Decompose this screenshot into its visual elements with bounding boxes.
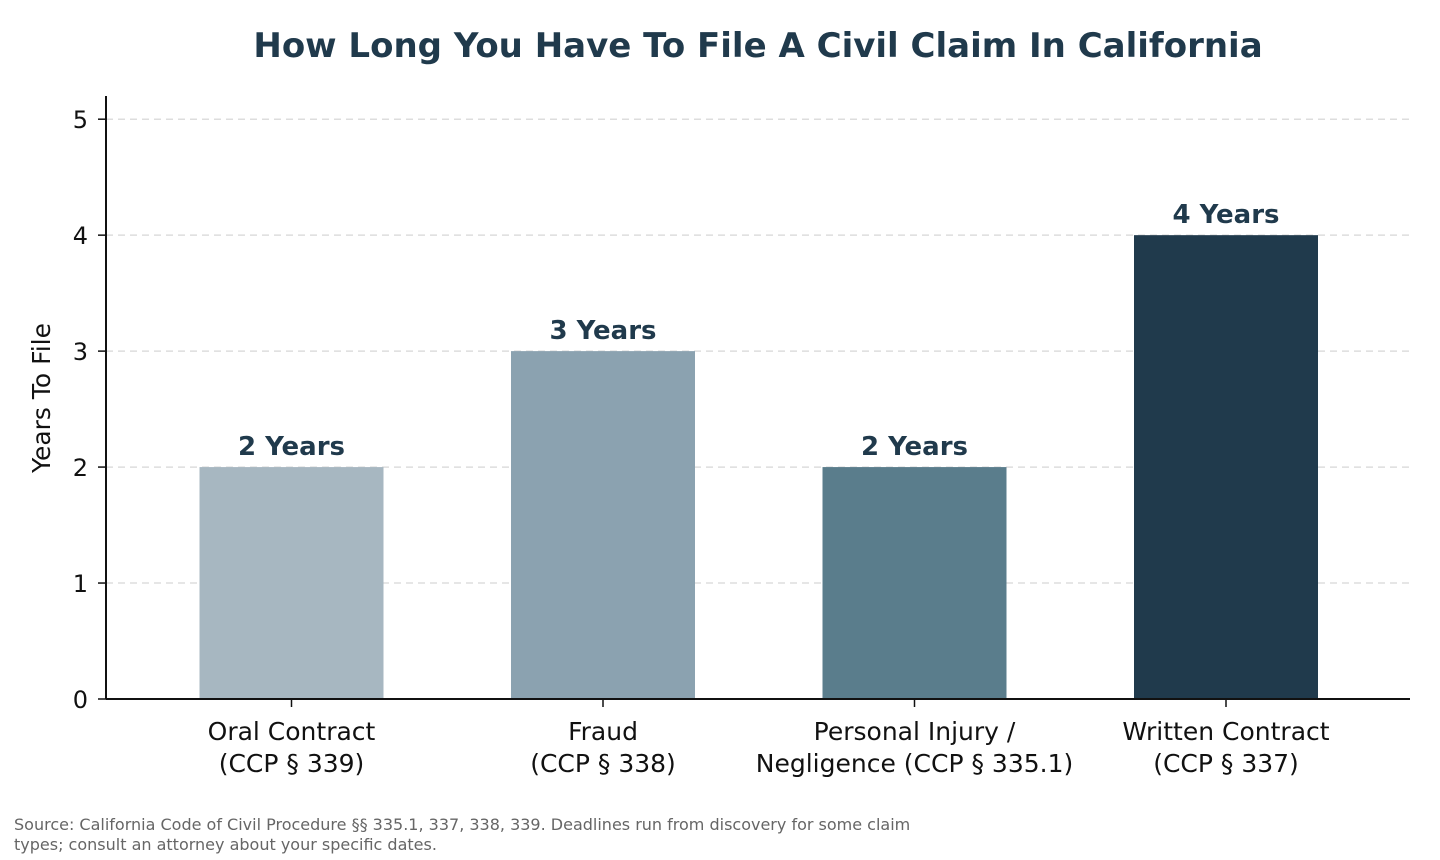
x-tick-label-line: (CCP § 338)	[530, 749, 676, 778]
x-tick-label: Personal Injury / Negligence (CCP § 335.1…	[756, 717, 1073, 778]
source-note: Source: California Code of Civil Procedu…	[14, 815, 911, 854]
data-label: 4 Years	[1172, 200, 1279, 230]
x-tick-label: Oral Contract (CCP § 339)	[208, 717, 376, 778]
x-tick-label-line: Personal Injury /	[814, 717, 1016, 746]
y-axis-title: Years To File	[27, 323, 56, 474]
y-tick-label: 4	[73, 222, 88, 250]
y-tick-label: 0	[73, 686, 88, 714]
bar	[822, 467, 1007, 699]
x-tick-label-line: Fraud	[568, 717, 638, 746]
chart-title: How Long You Have To File A Civil Claim …	[253, 26, 1262, 66]
data-label: 3 Years	[549, 316, 656, 346]
x-tick-label: Fraud (CCP § 338)	[530, 717, 676, 778]
x-tick-label-line: Negligence (CCP § 335.1)	[756, 749, 1073, 778]
data-label: 2 Years	[861, 432, 968, 462]
x-tick-label-line: (CCP § 337)	[1153, 749, 1299, 778]
labels: 0 1 2 3 4 5 2 Years Oral Contract (CCP § 339) 3 Y…	[73, 106, 1330, 778]
bar	[199, 467, 384, 699]
y-tick-label: 3	[73, 338, 88, 366]
y-tick-label: 5	[73, 106, 88, 134]
x-tick-label: Written Contract (CCP § 337)	[1122, 717, 1329, 778]
y-tick-label: 1	[73, 570, 88, 598]
axes	[98, 96, 1410, 707]
bar	[511, 351, 695, 699]
y-tick-label: 2	[73, 454, 88, 482]
bar	[1134, 235, 1318, 699]
x-tick-label-line: (CCP § 339)	[219, 749, 365, 778]
x-tick-label-line: Oral Contract	[208, 717, 376, 746]
data-label: 2 Years	[238, 432, 345, 462]
bars	[199, 235, 1318, 699]
x-tick-label-line: Written Contract	[1122, 717, 1329, 746]
